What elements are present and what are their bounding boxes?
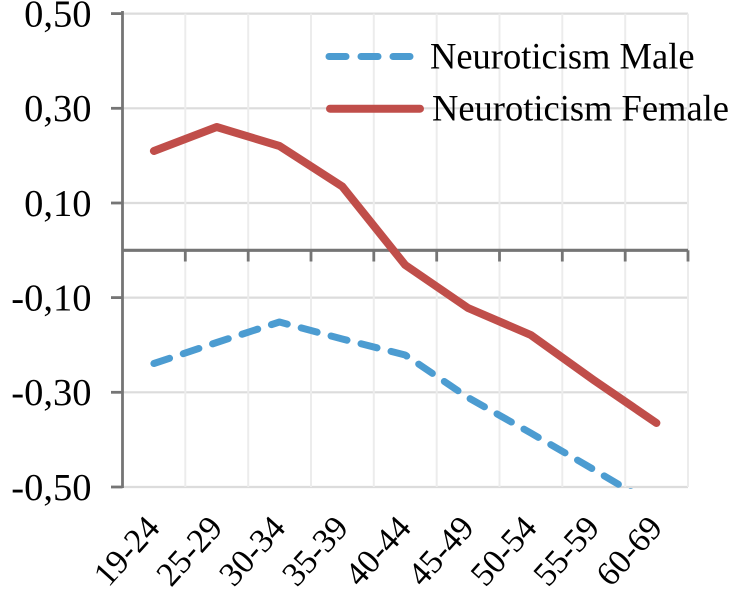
svg-text:Neuroticism Female: Neuroticism Female <box>432 88 729 129</box>
svg-text:0,10: 0,10 <box>24 183 91 225</box>
svg-text:-0,10: -0,10 <box>11 277 91 319</box>
svg-text:0,50: 0,50 <box>24 0 91 35</box>
svg-text:-0,50: -0,50 <box>11 467 91 509</box>
svg-text:0,30: 0,30 <box>24 88 91 130</box>
svg-text:Neuroticism Male: Neuroticism Male <box>430 36 695 77</box>
svg-text:-0,30: -0,30 <box>11 372 91 414</box>
